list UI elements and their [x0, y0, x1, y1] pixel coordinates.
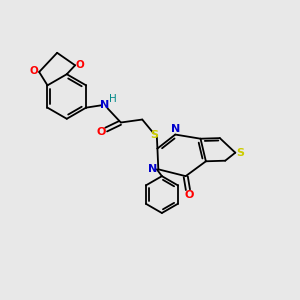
Text: N: N: [148, 164, 158, 174]
Text: O: O: [185, 190, 194, 200]
Text: N: N: [100, 100, 109, 110]
Text: H: H: [109, 94, 117, 104]
Text: O: O: [76, 60, 85, 70]
Text: S: S: [236, 148, 244, 158]
Text: N: N: [171, 124, 180, 134]
Text: O: O: [30, 66, 38, 76]
Text: O: O: [97, 127, 106, 137]
Text: S: S: [151, 130, 159, 140]
